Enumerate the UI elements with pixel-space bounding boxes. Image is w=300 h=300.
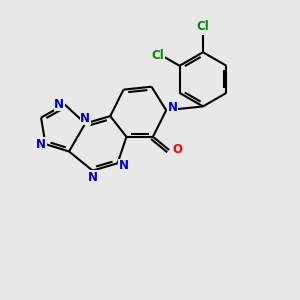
Text: N: N xyxy=(118,159,128,172)
Text: N: N xyxy=(88,171,98,184)
Text: N: N xyxy=(80,112,90,125)
Text: O: O xyxy=(172,143,182,157)
Text: Cl: Cl xyxy=(152,49,164,62)
Text: Cl: Cl xyxy=(196,20,209,33)
Text: N: N xyxy=(54,98,64,111)
Text: N: N xyxy=(168,101,178,114)
Text: N: N xyxy=(36,138,46,151)
